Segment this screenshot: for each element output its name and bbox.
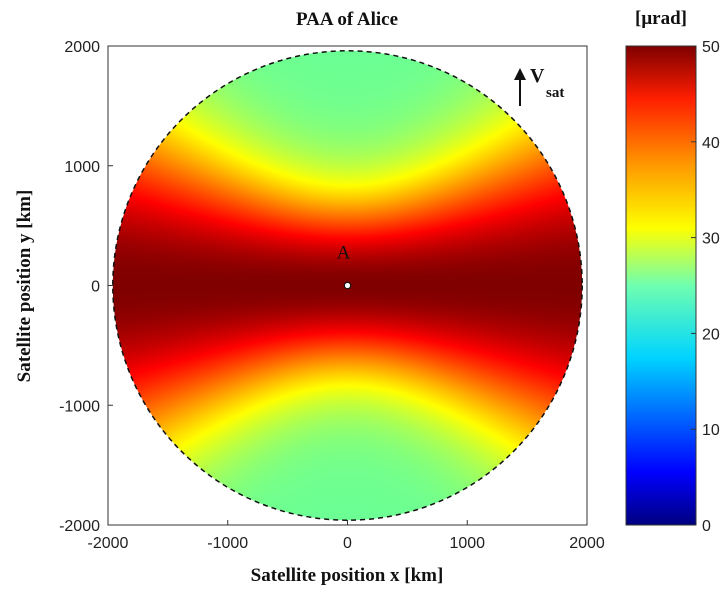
colorbar-tick-label: 10 (702, 422, 720, 439)
visible-region-boundary (112, 50, 583, 521)
colorbar-unit: [μrad] (635, 8, 687, 29)
y-axis-ticks: -2000 -1000 0 1000 2000 (59, 39, 113, 535)
y-tick-label: 2000 (64, 39, 100, 56)
x-tick-label: 1000 (449, 535, 485, 552)
y-tick-label: 1000 (64, 159, 100, 176)
x-tick-label: -1000 (207, 535, 248, 552)
velocity-annotation: V sat (514, 65, 564, 106)
y-axis-label: Satellite position y [km] (14, 190, 35, 383)
y-tick-label: -1000 (59, 398, 100, 415)
ground-site-label: A (337, 243, 351, 264)
colorbar-tick-label: 20 (702, 326, 720, 343)
ground-site-marker (343, 281, 352, 290)
velocity-arrowhead-icon (514, 68, 526, 80)
colorbar-tick-label: 50 (702, 39, 720, 56)
x-axis-label: Satellite position x [km] (251, 565, 444, 586)
velocity-label: V (530, 65, 545, 87)
colorbar-tick-label: 40 (702, 135, 720, 152)
colorbar-tick-label: 0 (702, 518, 711, 535)
colorbar-ticks: 0 10 20 30 40 50 (691, 39, 720, 535)
velocity-subscript: sat (546, 85, 564, 101)
y-tick-label: -2000 (59, 518, 100, 535)
colorbar-tick-label: 30 (702, 231, 720, 248)
x-tick-label: 0 (343, 535, 352, 552)
colorbar (625, 45, 697, 526)
y-tick-label: 0 (91, 279, 100, 296)
x-tick-label: 2000 (569, 535, 605, 552)
chart-title: PAA of Alice (296, 9, 398, 30)
x-tick-label: -2000 (88, 535, 129, 552)
x-axis-ticks: -2000 -1000 0 1000 2000 (88, 520, 605, 552)
